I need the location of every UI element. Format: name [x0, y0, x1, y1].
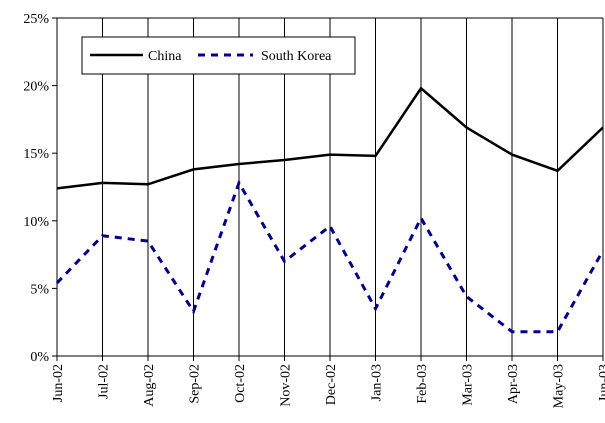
- x-tick-label: Mar-03: [461, 364, 476, 406]
- series-lines: [55, 86, 605, 334]
- x-tick-label: Nov-02: [279, 364, 294, 407]
- x-tick-label: Jun-02: [51, 364, 66, 402]
- x-tick-label: Jul-02: [97, 364, 112, 399]
- y-tick-label: 0%: [30, 350, 49, 365]
- x-tick-label: Jun-03: [597, 364, 605, 402]
- y-tick-label: 15%: [23, 147, 49, 162]
- x-tick-label: Feb-03: [415, 364, 430, 404]
- legend-label-china: China: [148, 49, 182, 64]
- x-axis-ticks: Jun-02 Jul-02 Aug-02 Sep-02 Oct-02 Nov-02 Dec-…: [51, 356, 605, 408]
- y-tick-label: 20%: [23, 80, 49, 95]
- x-tick-label: Jan-03: [370, 364, 385, 401]
- series-line-south-korea: [55, 179, 605, 334]
- legend-box: [81, 36, 356, 75]
- x-tick-label: Dec-02: [324, 364, 339, 405]
- y-tick-label: 25%: [23, 12, 49, 27]
- x-tick-label: Apr-03: [506, 364, 521, 404]
- x-tick-label: Oct-02: [233, 364, 248, 403]
- y-tick-label: 5%: [30, 282, 49, 297]
- x-tick-label: May-03: [552, 364, 567, 408]
- legend: China South Korea: [81, 36, 356, 75]
- series-line-china: [56, 86, 604, 190]
- x-tick-label: Sep-02: [188, 364, 203, 404]
- y-tick-label: 10%: [23, 215, 49, 230]
- x-tick-label: Aug-02: [142, 364, 157, 407]
- y-axis-ticks: 0% 5% 10% 15% 20% 25%: [23, 12, 57, 365]
- legend-label-south-korea: South Korea: [261, 49, 332, 64]
